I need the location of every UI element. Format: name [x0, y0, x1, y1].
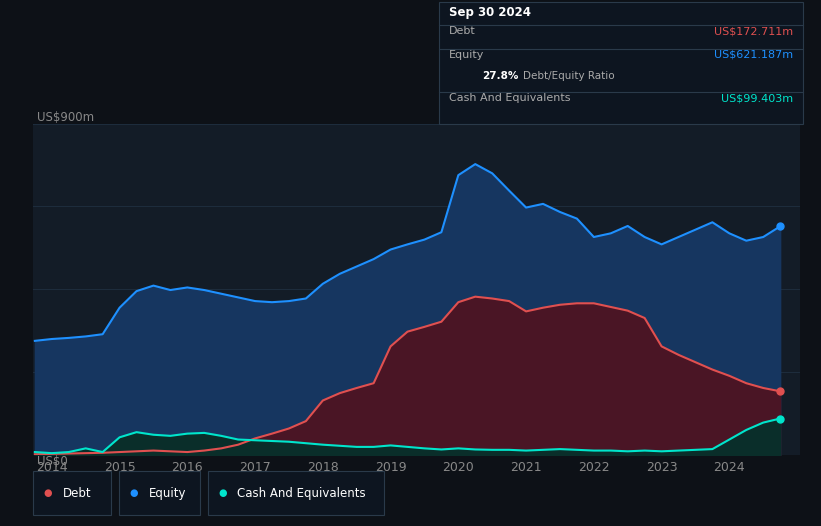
Text: Equity: Equity: [149, 487, 186, 500]
Text: Cash And Equivalents: Cash And Equivalents: [449, 93, 571, 103]
Text: ●: ●: [44, 488, 52, 498]
Text: US$621.187m: US$621.187m: [714, 49, 793, 59]
Text: Debt: Debt: [449, 26, 476, 36]
Text: ●: ●: [218, 488, 227, 498]
Text: Sep 30 2024: Sep 30 2024: [449, 6, 531, 19]
Text: Equity: Equity: [449, 49, 484, 59]
Text: US$172.711m: US$172.711m: [714, 26, 793, 36]
Text: US$0: US$0: [37, 455, 67, 468]
Text: Cash And Equivalents: Cash And Equivalents: [237, 487, 366, 500]
Text: US$99.403m: US$99.403m: [721, 93, 793, 103]
Text: US$900m: US$900m: [37, 110, 94, 124]
Text: Debt: Debt: [62, 487, 91, 500]
Text: Debt/Equity Ratio: Debt/Equity Ratio: [523, 71, 615, 81]
Text: ●: ●: [130, 488, 138, 498]
Text: 27.8%: 27.8%: [482, 71, 518, 81]
